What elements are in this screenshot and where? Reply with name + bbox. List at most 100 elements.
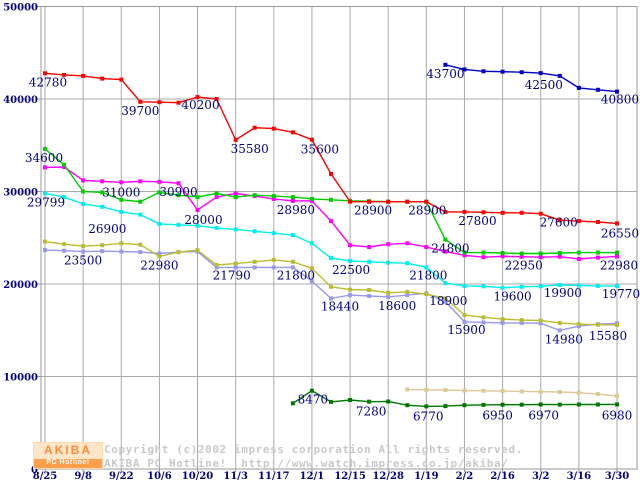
data-point-marker — [405, 241, 410, 246]
data-point-marker — [462, 253, 467, 258]
data-point-marker — [500, 251, 505, 255]
data-point-marker — [157, 179, 162, 184]
data-point-marker — [424, 292, 429, 297]
data-point-marker — [43, 165, 47, 170]
data-point-marker — [500, 402, 505, 407]
data-point-marker — [100, 243, 105, 248]
price-label-dark-green: 8470 — [298, 393, 329, 407]
data-point-marker — [233, 261, 238, 266]
data-point-marker — [176, 193, 181, 198]
x-axis-label: 12/1 — [300, 471, 325, 480]
data-point-marker — [519, 389, 524, 394]
data-point-marker — [367, 399, 372, 404]
data-point-marker — [405, 387, 410, 392]
data-point-marker — [329, 171, 333, 176]
series-wheat — [405, 387, 619, 398]
data-point-marker — [157, 254, 162, 259]
data-point-marker — [81, 189, 86, 194]
data-point-marker — [271, 265, 276, 270]
y-axis-label: 10000 — [3, 373, 38, 384]
data-point-marker — [157, 221, 162, 226]
data-point-marker — [576, 322, 581, 327]
data-point-marker — [348, 199, 353, 204]
data-point-marker — [615, 221, 619, 226]
data-point-marker — [157, 190, 162, 195]
data-point-marker — [348, 243, 353, 248]
data-point-marker — [519, 70, 524, 75]
x-axis-label: 9/8 — [74, 471, 92, 480]
data-point-marker — [576, 85, 581, 90]
price-label-dark-green: 7280 — [356, 405, 387, 419]
data-point-marker — [557, 218, 562, 223]
data-point-marker — [443, 209, 448, 214]
price-label-purple: 23500 — [64, 254, 102, 268]
data-point-marker — [462, 319, 467, 324]
price-label-magenta: 28000 — [184, 213, 222, 227]
series-olive — [43, 239, 619, 327]
price-label-red: 42780 — [29, 75, 67, 89]
data-point-marker — [443, 299, 448, 304]
data-point-marker — [386, 294, 391, 299]
data-point-marker — [43, 146, 47, 151]
data-point-marker — [595, 250, 600, 255]
data-point-marker — [329, 256, 333, 261]
price-label-purple: 15900 — [447, 323, 485, 337]
data-point-marker — [367, 199, 372, 204]
data-point-marker — [557, 320, 562, 325]
price-label-purple: 21790 — [213, 268, 251, 282]
data-point-marker — [290, 195, 295, 200]
data-point-marker — [405, 403, 410, 408]
data-point-marker — [233, 265, 238, 270]
x-axis-label: 10/20 — [182, 471, 214, 480]
data-point-marker — [595, 392, 600, 397]
data-point-marker — [481, 255, 486, 260]
data-point-marker — [119, 249, 124, 254]
price-label-red: 35600 — [301, 143, 339, 157]
data-point-marker — [138, 212, 143, 217]
data-point-marker — [519, 318, 524, 323]
data-point-marker — [519, 251, 524, 256]
watermark-url: AKIBA PC Hotline! http://www.watch.impre… — [104, 457, 509, 470]
data-point-marker — [462, 250, 467, 255]
data-point-marker — [252, 125, 257, 130]
price-label-magenta: 31000 — [102, 185, 140, 199]
data-point-marker — [538, 318, 543, 323]
data-point-marker — [500, 317, 505, 322]
data-point-marker — [100, 249, 105, 254]
akiba-logo-wordmark: AKIBA — [34, 443, 102, 459]
data-point-marker — [176, 181, 181, 186]
data-point-marker — [100, 179, 105, 184]
data-point-marker — [195, 195, 200, 200]
value-annotations: 8470 7280 6770 6950 6970 6980 23500 21790 21800 1… — [25, 67, 640, 424]
data-point-marker — [595, 283, 600, 288]
data-point-marker — [615, 254, 619, 259]
price-label-purple: 21800 — [277, 268, 315, 282]
data-point-marker — [138, 199, 143, 204]
data-point-marker — [176, 222, 181, 227]
data-point-marker — [309, 241, 314, 246]
data-point-marker — [595, 402, 600, 407]
data-point-marker — [557, 402, 562, 407]
data-point-marker — [443, 281, 448, 286]
data-point-marker — [500, 285, 505, 290]
data-point-marker — [386, 399, 391, 404]
price-label-dark-green: 6970 — [528, 409, 559, 423]
data-point-marker — [290, 401, 295, 406]
data-point-marker — [195, 248, 200, 253]
price-label-green: 34600 — [25, 151, 63, 165]
data-point-marker — [519, 254, 524, 259]
data-point-marker — [443, 62, 448, 67]
price-label-magenta: 30900 — [159, 185, 197, 199]
akiba-pc-hotline-logo: AKIBA PC Hotline! — [33, 442, 103, 469]
price-label-cyan: 26900 — [88, 222, 126, 236]
data-point-marker — [481, 315, 486, 320]
data-point-marker — [615, 322, 619, 327]
watermark-copyright: Copyright (c)2002 impress corporation Al… — [104, 443, 523, 456]
data-point-marker — [62, 165, 67, 169]
x-axis-label: 2/16 — [490, 471, 515, 480]
data-point-marker — [100, 204, 105, 209]
data-point-marker — [309, 266, 314, 271]
x-axis-label: 11/17 — [258, 471, 290, 480]
data-point-marker — [481, 250, 486, 255]
data-point-marker — [576, 250, 581, 255]
